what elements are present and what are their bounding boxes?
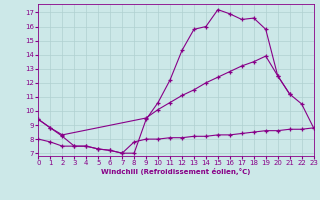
X-axis label: Windchill (Refroidissement éolien,°C): Windchill (Refroidissement éolien,°C) [101,168,251,175]
